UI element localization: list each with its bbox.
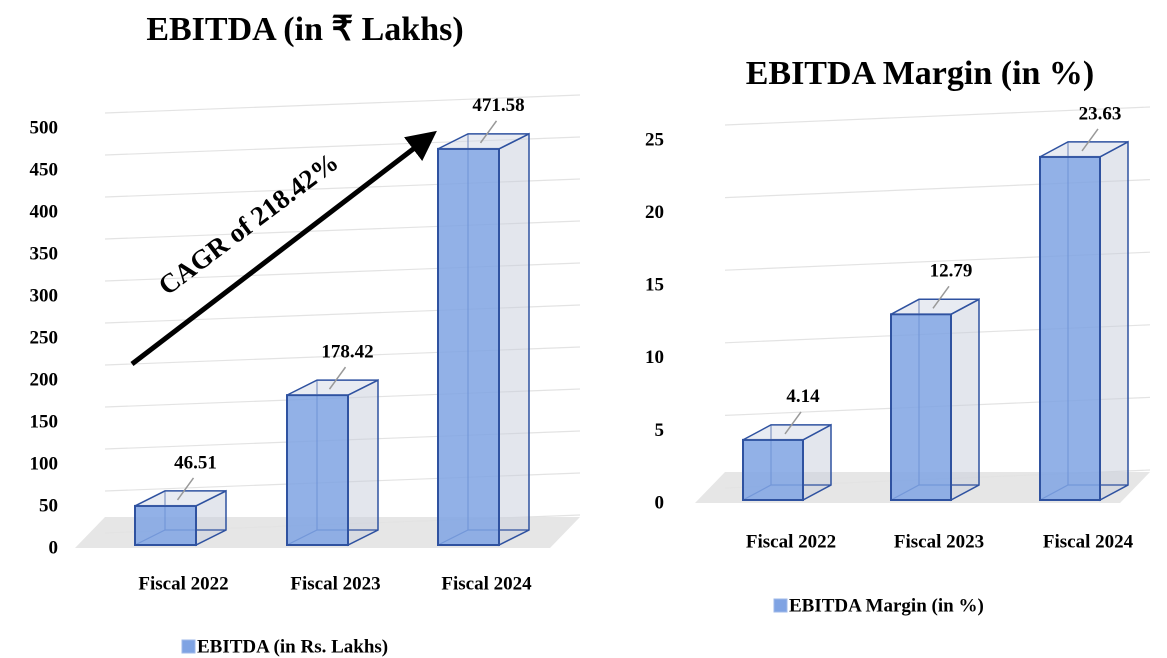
- bar: [437, 147, 500, 546]
- bar-side: [347, 378, 379, 547]
- value-label: 4.14: [786, 386, 820, 407]
- legend-label: EBITDA (in Rs. Lakhs): [197, 636, 388, 657]
- value-label: 12.79: [930, 261, 973, 282]
- value-label: 23.63: [1079, 103, 1122, 124]
- y-tick-label: 450: [30, 159, 59, 180]
- value-label: 46.51: [174, 452, 217, 473]
- bar-top: [286, 379, 379, 396]
- grid-line: [724, 106, 1151, 126]
- grid-line: [104, 94, 581, 114]
- legend-swatch: [773, 598, 788, 613]
- chart-title: EBITDA (in ₹ Lakhs): [146, 11, 463, 48]
- y-tick-label: 300: [30, 285, 59, 306]
- y-tick-label: 15: [645, 275, 664, 296]
- y-tick-label: 200: [30, 369, 59, 390]
- cagr-arrow: [130, 130, 437, 366]
- bar: [742, 438, 804, 502]
- y-tick-label: 25: [645, 129, 664, 150]
- y-tick-label: 20: [645, 202, 664, 223]
- leader-line: [479, 120, 498, 144]
- bar-top: [437, 133, 530, 150]
- bar: [1039, 155, 1101, 501]
- x-tick-label: Fiscal 2022: [138, 573, 228, 594]
- legend-label: EBITDA Margin (in %): [789, 595, 984, 616]
- leader-line: [328, 366, 347, 390]
- y-tick-label: 350: [30, 243, 59, 264]
- y-tick-label: 500: [30, 117, 59, 138]
- y-tick-label: 400: [30, 201, 59, 222]
- bar-top: [134, 490, 227, 507]
- y-tick-label: 50: [39, 495, 58, 516]
- value-label: 471.58: [472, 95, 524, 116]
- x-tick-label: Fiscal 2023: [290, 573, 380, 594]
- chart-title: EBITDA Margin (in %): [746, 55, 1095, 92]
- leader-line: [784, 411, 802, 435]
- x-tick-label: Fiscal 2024: [1043, 531, 1134, 552]
- bar: [890, 313, 952, 502]
- y-tick-label: 0: [49, 537, 59, 558]
- y-tick-label: 5: [655, 420, 665, 441]
- bar-side: [950, 298, 980, 502]
- leader-line: [176, 477, 195, 501]
- value-label: 178.42: [321, 341, 373, 362]
- y-tick-label: 250: [30, 327, 59, 348]
- leader-line: [1081, 128, 1099, 152]
- x-tick-label: Fiscal 2024: [441, 573, 532, 594]
- bar-side: [498, 132, 530, 547]
- x-tick-label: Fiscal 2022: [746, 531, 836, 552]
- bar-side: [1099, 140, 1129, 502]
- bar: [134, 504, 197, 547]
- legend-swatch: [181, 639, 196, 654]
- y-tick-label: 0: [655, 492, 665, 513]
- x-tick-label: Fiscal 2023: [894, 531, 984, 552]
- y-tick-label: 10: [645, 347, 664, 368]
- y-tick-label: 150: [30, 411, 59, 432]
- leader-line: [932, 285, 950, 309]
- y-tick-label: 100: [30, 453, 59, 474]
- bar: [286, 394, 349, 546]
